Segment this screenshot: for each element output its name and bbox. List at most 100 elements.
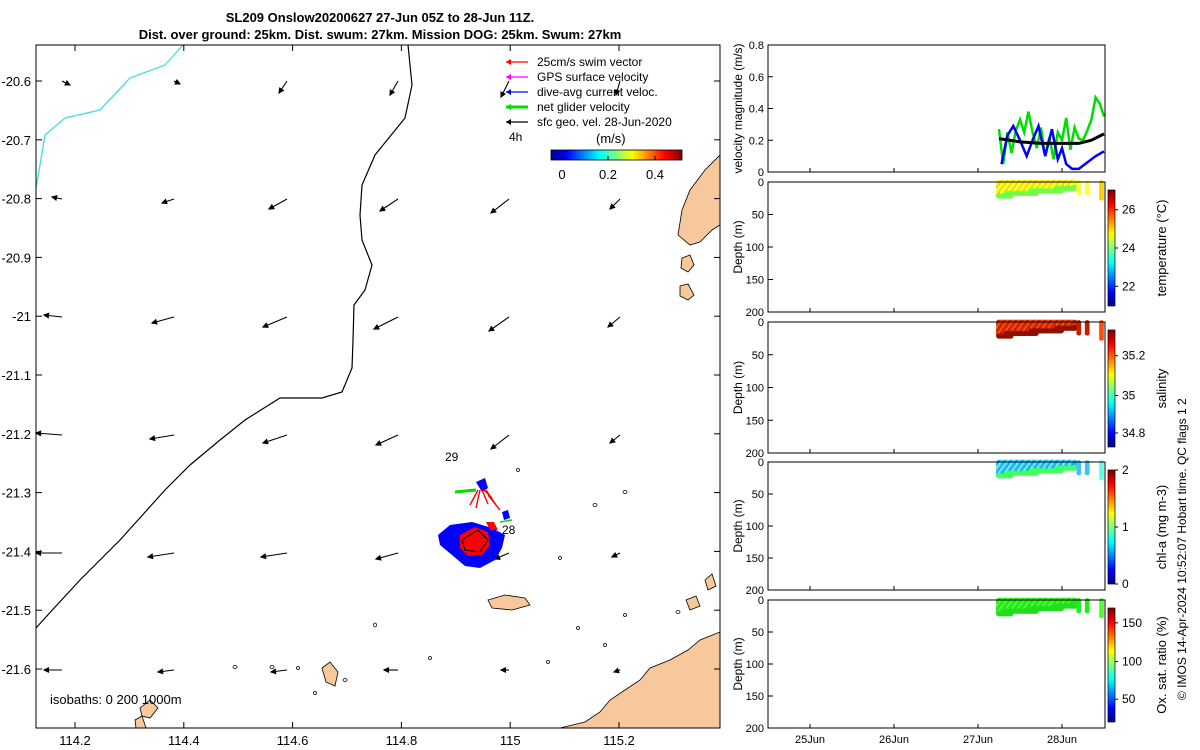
- geo-arrow-head: [378, 205, 386, 212]
- velocity-y-tick-label: 0: [758, 167, 764, 179]
- depth-y-tick-label: 200: [746, 585, 764, 597]
- colorbar-tick-label: 1: [1122, 520, 1129, 534]
- land-island-small-1: [680, 254, 695, 273]
- depth-y-tick-label: 50: [752, 489, 764, 501]
- geo-arrow-head: [500, 91, 506, 99]
- depth-panel: 0 50 100 150 200 Depth (m) 50 100 150 Ox. sat. ra…: [731, 595, 1169, 735]
- velocity-series-line: [1000, 121, 1105, 171]
- colorbar-label: temperature (°C): [1154, 200, 1169, 297]
- depth-panel: 0 50 100 150 200 Depth (m) 22 24 26 temperature (…: [731, 177, 1169, 319]
- velocity-frame: [767, 44, 1106, 173]
- mid-cluster-green-vector: [499, 519, 513, 523]
- map-y-tick-label: -21.2: [1, 427, 31, 442]
- depth-frame: [767, 321, 1106, 454]
- footer-credit: © IMOS 14-Apr-2024 10:52:07 Hobart time.…: [1175, 398, 1189, 700]
- map-y-axis: -20.6 -20.7 -20.8 -20.9 -21 -21.1 -21.2 -21.3 -2…: [1, 74, 720, 677]
- geo-arrow-head: [490, 443, 497, 450]
- time-x-tick-label: 28Jun: [1047, 734, 1077, 746]
- land-island-small-2: [679, 283, 695, 301]
- depth-y-tick-label: 50: [752, 627, 764, 639]
- glider-track: [438, 478, 513, 568]
- colorbar-tick-label: 35: [1122, 389, 1136, 403]
- geo-arrow-head: [42, 666, 50, 674]
- depth-y-label: Depth (m): [731, 361, 745, 414]
- timeseries-panels: 0 0.2 0.4 0.6 0.8 velocity magnitude (m/s) 0 50…: [731, 40, 1169, 746]
- legend-swatch-head: [506, 89, 511, 95]
- velocity-panel: 0 0.2 0.4 0.6 0.8 velocity magnitude (m/s): [731, 40, 1106, 179]
- depth-data-point: [1076, 608, 1082, 614]
- geo-arrow-head: [156, 668, 164, 675]
- land-island-low-3: [134, 715, 147, 728]
- legend-label: 25cm/s swim vector: [537, 55, 642, 69]
- geo-arrow-head: [50, 194, 58, 201]
- geo-arrow-head: [372, 324, 380, 330]
- velocity-y-tick-label: 0.2: [749, 135, 764, 147]
- velocity-series-line: [997, 94, 1106, 165]
- geo-arrow-head: [382, 666, 390, 674]
- depth-data-point: [1084, 190, 1090, 196]
- depth-frame: [767, 461, 1106, 591]
- colorbar-tick-label: 0: [1122, 577, 1129, 591]
- map-y-tick-label: -21.3: [1, 486, 31, 501]
- depth-colorbar: [1107, 329, 1116, 448]
- depth-y-tick-label: 100: [746, 242, 764, 254]
- time-x-axis: 25Jun 26Jun 27Jun 28Jun: [795, 168, 1077, 746]
- colorbar-tick-label: 22: [1122, 279, 1136, 293]
- depth-data-point: [1084, 608, 1090, 614]
- depth-data-point: [1098, 335, 1104, 341]
- map-y-tick-label: -20.8: [1, 192, 31, 207]
- depth-y-label: Depth (m): [731, 637, 745, 690]
- depth-y-tick-label: 200: [746, 723, 764, 735]
- map-x-tick-label: 114.8: [386, 733, 418, 748]
- geo-arrow-head: [174, 79, 182, 85]
- sfc-geo-velocity-arrows: [34, 79, 621, 675]
- depth-data-point: [1071, 602, 1078, 609]
- islets: [232, 468, 681, 695]
- map-colorbar-label: (m/s): [596, 131, 626, 146]
- depth-colorbar: [1107, 189, 1116, 307]
- land-island-low-1: [321, 661, 339, 687]
- map-x-tick-label: 114.2: [59, 733, 91, 748]
- legend-swatch-head: [506, 119, 511, 125]
- legend-label: dive-avg current veloc.: [537, 85, 658, 99]
- isobaths-note: isobaths: 0 200 1000m: [50, 692, 182, 707]
- map-colorbar-ticks: 0 0.2 0.4: [558, 156, 664, 182]
- map-y-tick-label: -21.1: [1, 368, 31, 383]
- depth-colorbar: [1107, 607, 1116, 723]
- glider-path-line: [461, 529, 489, 553]
- colorbar-tick-label: 24: [1122, 241, 1136, 255]
- geo-arrow-head: [267, 203, 275, 210]
- geo-arrow-head: [499, 666, 507, 674]
- colorbar-label: Ox. sat. ratio (%): [1154, 616, 1169, 714]
- geo-arrow-head: [146, 553, 154, 560]
- map-colorbar-tick-label: 0: [558, 167, 565, 182]
- depth-data-point: [1084, 470, 1090, 476]
- depth-y-tick-label: 100: [746, 383, 764, 395]
- geo-arrow-head: [389, 89, 396, 97]
- geo-arrow-head: [269, 668, 277, 675]
- velocity-y-label: velocity magnitude (m/s): [731, 43, 745, 173]
- map-x-tick-label: 114.4: [168, 733, 200, 748]
- figure-title-line1: SL209 Onslow20200627 27-Jun 05Z to 28-Ju…: [225, 10, 535, 25]
- north-cluster-red-vectors: [469, 489, 501, 511]
- geo-arrow-head: [610, 552, 618, 558]
- depth-y-tick-label: 50: [752, 210, 764, 222]
- depth-data-point: [1076, 190, 1082, 196]
- land-cape-north: [677, 154, 720, 246]
- legend-time-label: 4h: [509, 130, 522, 144]
- depth-y-tick-label: 0: [758, 595, 764, 607]
- depth-y-tick-label: 0: [758, 457, 764, 469]
- colorbar-tick-label: 2: [1122, 463, 1129, 477]
- geo-arrow-head: [64, 80, 72, 86]
- depth-data-point: [1071, 184, 1078, 191]
- depth-y-tick-label: 150: [746, 275, 764, 287]
- geo-arrow-head: [374, 440, 382, 446]
- velocity-y-tick-label: 0.8: [749, 40, 764, 52]
- geo-arrow-head: [150, 318, 158, 325]
- map-y-tick-label: -21.5: [1, 603, 31, 618]
- legend-swatch-head: [506, 104, 511, 110]
- geo-arrow-head: [278, 87, 285, 95]
- depth-y-label: Depth (m): [731, 499, 745, 552]
- map-y-tick-label: -21.4: [1, 544, 31, 559]
